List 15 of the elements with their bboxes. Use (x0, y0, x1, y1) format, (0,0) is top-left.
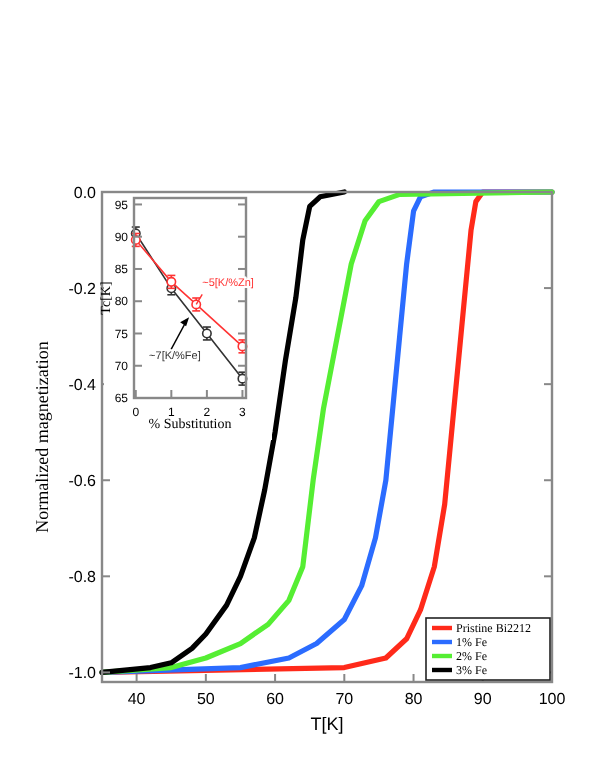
y-tick-label: -0.8 (68, 567, 98, 586)
x-tick-label: 40 (127, 690, 147, 708)
y-tick-label: 0.0 (73, 183, 98, 202)
x-axis-title: T[K] (310, 714, 344, 734)
y-tick-label: -0.4 (68, 375, 98, 394)
y-tick-label: -0.2 (68, 279, 98, 298)
y-tick-label: -1.0 (68, 663, 98, 682)
x-tick-label: 90 (473, 690, 493, 708)
x-tick-label: 50 (196, 690, 216, 708)
y-tick-label: -0.6 (68, 471, 98, 490)
y-axis-title: Normalized magnetization (32, 340, 52, 533)
x-tick-label: 60 (266, 690, 286, 708)
x-tick-label: 70 (335, 690, 355, 708)
x-tick-label: 100 (538, 690, 567, 708)
x-tick-label: 80 (404, 690, 424, 708)
